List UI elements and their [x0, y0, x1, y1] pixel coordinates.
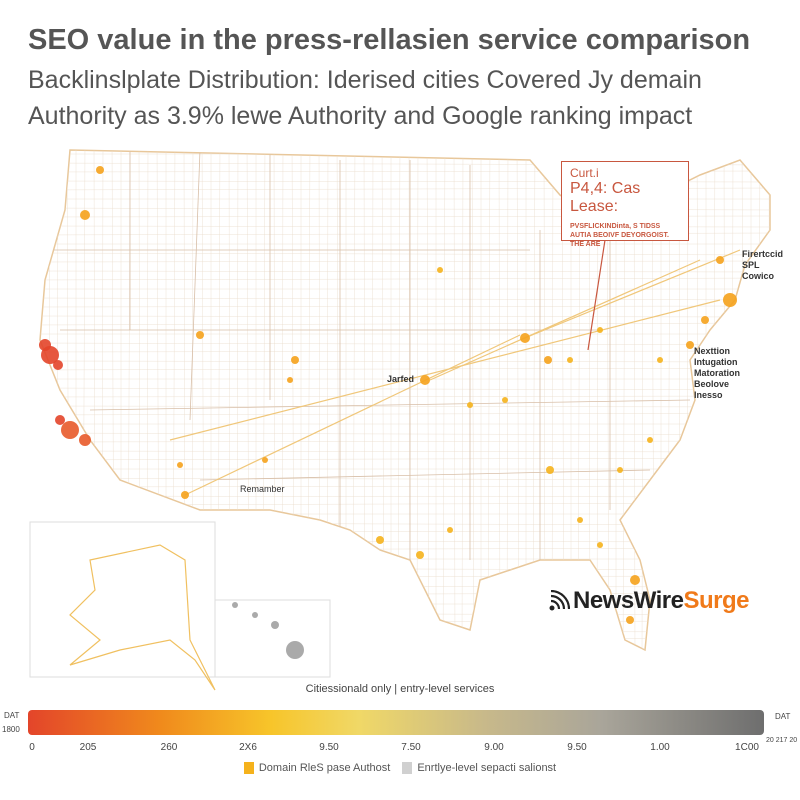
city-marker	[520, 333, 530, 343]
city-marker	[626, 616, 634, 624]
scale-tick: 9.50	[567, 742, 587, 753]
scale-tick: 9.00	[484, 742, 504, 753]
logo-text-accent: Surge	[683, 587, 750, 614]
label-center: Jarfed	[387, 374, 415, 384]
color-scale-bar	[28, 710, 764, 735]
hawaii-island	[232, 602, 238, 608]
city-marker	[597, 542, 603, 548]
city-marker	[96, 166, 104, 174]
legend-label: Domain RleS pase Authost	[258, 762, 391, 774]
scale-tick: 2X6	[239, 742, 257, 753]
label-line: Firertccid SPL	[742, 249, 784, 270]
city-marker	[80, 210, 90, 220]
legend-item: Domain RleS pase Authost	[243, 762, 391, 775]
page-title: SEO value in the press-rellasien service…	[28, 24, 751, 56]
city-marker	[447, 527, 453, 533]
subtitle-line-2: Authority as 3.9% lewe Authority and Goo…	[28, 102, 693, 130]
city-marker	[617, 467, 623, 473]
scale-ticks: 0 205 260 2X6 9.50 7.50 9.00 9.50 1.00 1C00	[29, 742, 780, 756]
scale-left-label: DAT	[4, 711, 20, 720]
callout-pointer	[587, 239, 606, 351]
subtitle-line-1: Backlinslplate Distribution: Iderised ci…	[28, 66, 702, 94]
callout-heading: P4,4: Cas Lease:	[570, 180, 641, 215]
wifi-signal-icon	[549, 590, 570, 611]
scale-tick: 7.50	[401, 742, 421, 753]
label-line: Nexttion	[694, 346, 730, 356]
city-marker	[657, 357, 663, 363]
city-marker	[416, 551, 424, 559]
label-midatlantic: Nexttion Intugation Matoration Beolove I…	[694, 346, 740, 401]
city-marker	[723, 293, 737, 307]
city-marker	[567, 357, 573, 363]
hawaii-island	[286, 641, 304, 659]
route-line	[184, 334, 521, 496]
route-line	[169, 299, 721, 441]
city-marker	[53, 360, 63, 370]
alaska-outline	[69, 544, 216, 691]
callout-text: PVSFLICKINDinta, S TIDSS	[570, 223, 661, 230]
label-line: Beolove	[694, 379, 730, 389]
scale-tick: 260	[160, 742, 178, 753]
scale-left-value: 1800	[2, 725, 20, 734]
scale-tick: 0	[29, 742, 35, 753]
route-line	[429, 259, 701, 381]
city-marker	[701, 316, 709, 324]
city-marker	[79, 434, 91, 446]
hawaii-island	[271, 621, 279, 629]
city-marker	[544, 356, 552, 364]
label-northeast: Firertccid SPL Cowico	[742, 249, 800, 282]
city-marker	[376, 536, 384, 544]
label-line: Matoration	[694, 368, 740, 378]
label-line: Cowico	[742, 271, 775, 281]
logo-text: NewsWire	[573, 587, 684, 614]
city-marker	[546, 466, 554, 474]
hawaii-island	[252, 612, 258, 618]
city-marker	[502, 397, 508, 403]
city-marker	[716, 256, 724, 264]
scale-right-label: DAT	[775, 712, 791, 721]
city-marker	[55, 415, 65, 425]
city-marker	[177, 462, 183, 468]
city-marker	[686, 341, 694, 349]
legend-label: Enrtlye-level sepacti salionst	[417, 762, 557, 774]
city-marker	[287, 377, 293, 383]
city-marker	[577, 517, 583, 523]
scale-tick: 1.00	[650, 742, 670, 753]
city-marker	[420, 375, 430, 385]
city-marker	[61, 421, 79, 439]
scale-note: Citiessionald only | entry-level service…	[305, 683, 495, 695]
city-marker	[39, 339, 51, 351]
scale-tick: 205	[79, 742, 97, 753]
callout-line: Curt.i	[570, 166, 599, 180]
legend-swatch	[243, 762, 254, 775]
city-marker	[291, 356, 299, 364]
city-marker	[597, 327, 603, 333]
callout-text: AUTIA BEOIVF DEYORGOIST.	[570, 232, 669, 239]
city-marker	[262, 457, 268, 463]
legend-item: Enrtlye-level sepacti salionst	[402, 762, 557, 775]
legend: Domain RleS pase Authost Enrtlye-level s…	[0, 762, 800, 775]
us-map	[29, 149, 771, 691]
city-marker	[437, 267, 443, 273]
label-line: Inesso	[694, 390, 723, 400]
city-marker	[467, 402, 473, 408]
city-marker	[181, 491, 189, 499]
callout-box: Curt.i P4,4: Cas Lease: PVSFLICKINDinta,…	[561, 161, 689, 248]
scale-right-value: 20 217 20	[766, 737, 798, 744]
legend-swatch	[402, 762, 413, 775]
label-southwest: Remamber	[240, 484, 285, 494]
hawaii-inset	[214, 599, 331, 678]
city-marker	[196, 331, 204, 339]
label-line: Intugation	[694, 357, 738, 367]
city-marker	[630, 575, 640, 585]
scale-tick: 1C00	[735, 742, 759, 753]
scale-tick: 9.50	[319, 742, 339, 753]
callout-text: THE ARE	[570, 241, 601, 248]
newswiresurge-logo: NewsWire Surge	[548, 587, 750, 615]
route-line	[519, 249, 741, 341]
city-marker	[647, 437, 653, 443]
